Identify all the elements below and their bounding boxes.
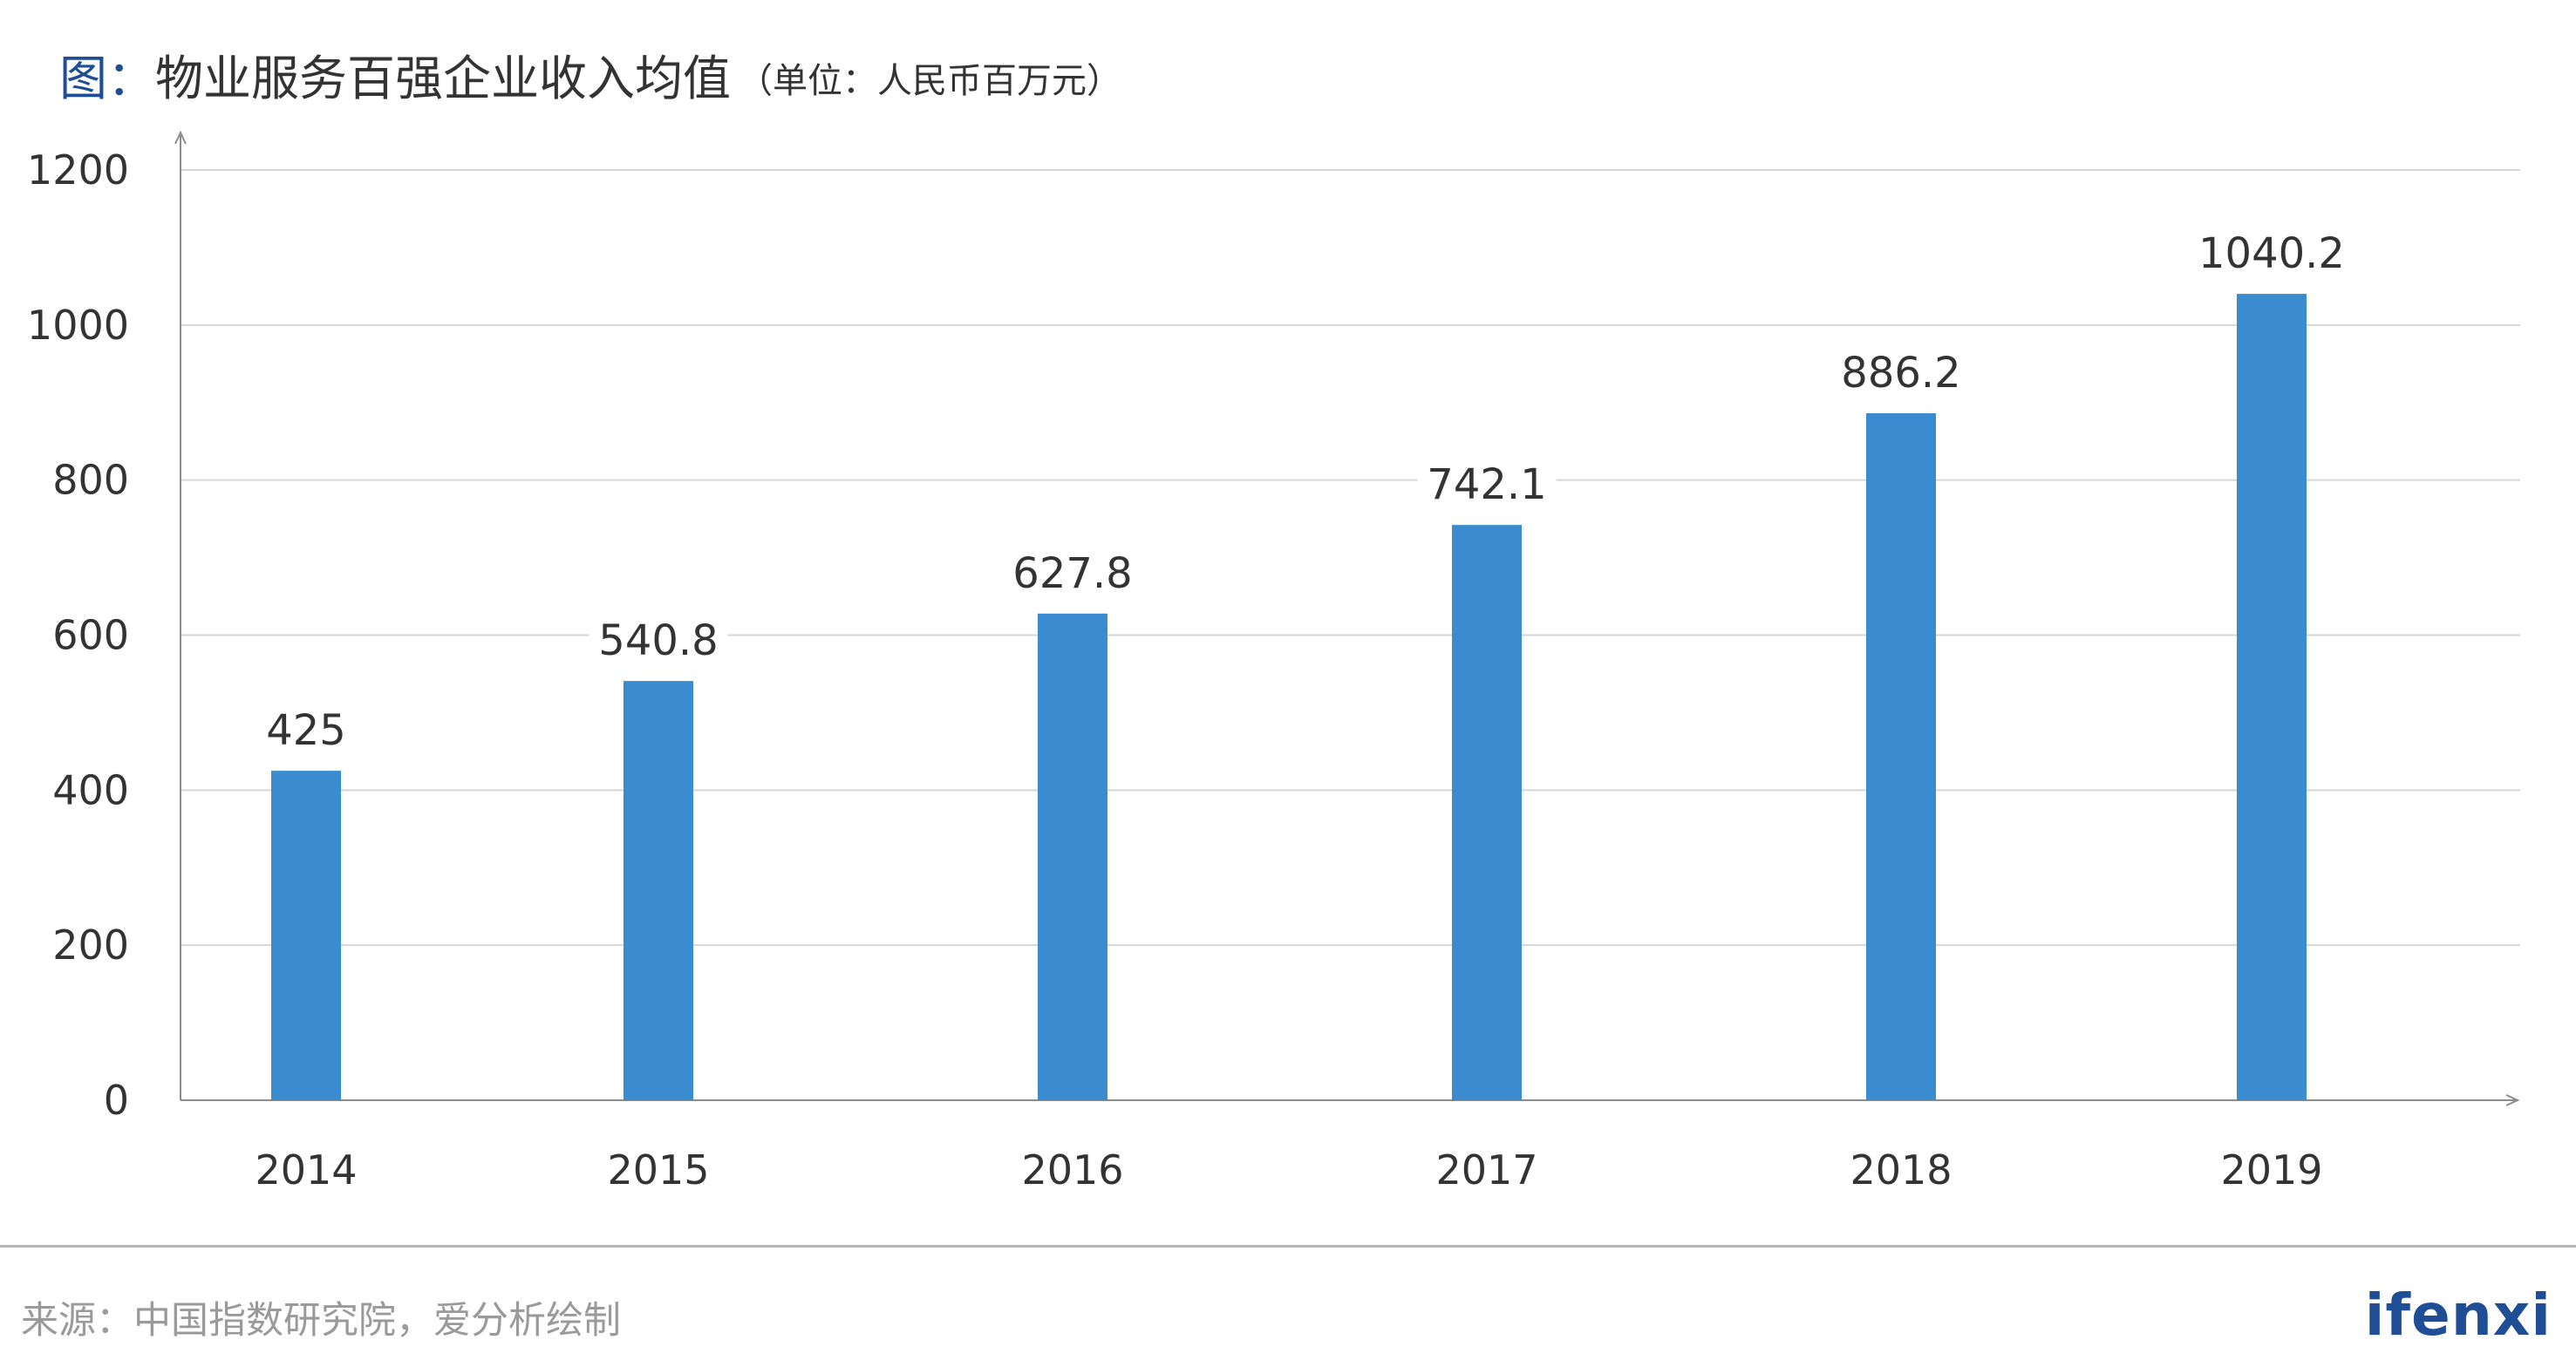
bar-2014 xyxy=(271,771,341,1100)
x-tick-label-2017: 2017 xyxy=(1435,1146,1537,1194)
x-tick-label-2014: 2014 xyxy=(255,1146,357,1194)
data-label-background xyxy=(1003,545,1142,598)
data-label-background xyxy=(2191,226,2353,279)
data-labels: 425 540.8 627.8 742.1 886.2 1040.2 xyxy=(260,226,2353,756)
data-label-2019: 1040.2 xyxy=(2198,229,2345,278)
bar-2017 xyxy=(1452,525,1522,1100)
data-label-2017: 742.1 xyxy=(1427,460,1546,509)
y-tick-label: 1200 xyxy=(27,146,129,194)
x-tick-labels: 2014 2015 2016 2017 2018 2019 xyxy=(255,1146,2322,1194)
data-label-background xyxy=(1831,345,1971,398)
y-tick-label: 0 xyxy=(104,1077,129,1124)
grid-lines xyxy=(181,169,2520,947)
x-tick-label-2015: 2015 xyxy=(607,1146,709,1194)
x-axis-arrow-icon xyxy=(2505,1094,2520,1106)
y-tick-label: 200 xyxy=(52,922,129,969)
source-note: 来源：中国指数研究院，爱分析绘制 xyxy=(21,1299,621,1343)
title-main: 物业服务百强企业收入均值 xyxy=(155,51,732,106)
bar-chart: 0 200 400 600 800 1000 1200 425 540.8 627.8 742.1… xyxy=(27,130,2520,1194)
y-tick-label: 1000 xyxy=(27,302,129,349)
title-unit: （单位：人民币百万元） xyxy=(738,61,1122,101)
data-label-2015: 540.8 xyxy=(598,616,718,665)
y-tick-label: 800 xyxy=(52,457,129,504)
y-tick-label: 600 xyxy=(52,612,129,659)
x-tick-label-2016: 2016 xyxy=(1021,1146,1123,1194)
data-label-background xyxy=(589,613,728,666)
bar-2015 xyxy=(624,681,693,1100)
bars xyxy=(271,294,2307,1100)
bar-2019 xyxy=(2237,294,2307,1100)
data-label-background xyxy=(260,703,352,756)
data-label-2014: 425 xyxy=(266,706,346,755)
chart-title: 图： 物业服务百强企业收入均值 （单位：人民币百万元） xyxy=(59,26,1121,122)
bar-2018 xyxy=(1866,413,1936,1100)
bar-2016 xyxy=(1038,613,1107,1100)
x-tick-label-2019: 2019 xyxy=(2220,1146,2322,1194)
data-label-2018: 886.2 xyxy=(1841,349,1960,398)
footer-divider xyxy=(0,1245,2576,1248)
y-tick-labels: 0 200 400 600 800 1000 1200 xyxy=(27,146,129,1124)
y-axis-arrow-icon xyxy=(174,130,187,145)
title-prefix: 图： xyxy=(59,51,156,106)
y-tick-label: 400 xyxy=(52,766,129,813)
axes xyxy=(174,130,2520,1106)
data-label-2016: 627.8 xyxy=(1012,549,1132,598)
data-label-background xyxy=(1417,457,1557,510)
brand-logo: ifenxi xyxy=(2364,1282,2552,1349)
x-tick-label-2018: 2018 xyxy=(1850,1146,1952,1194)
